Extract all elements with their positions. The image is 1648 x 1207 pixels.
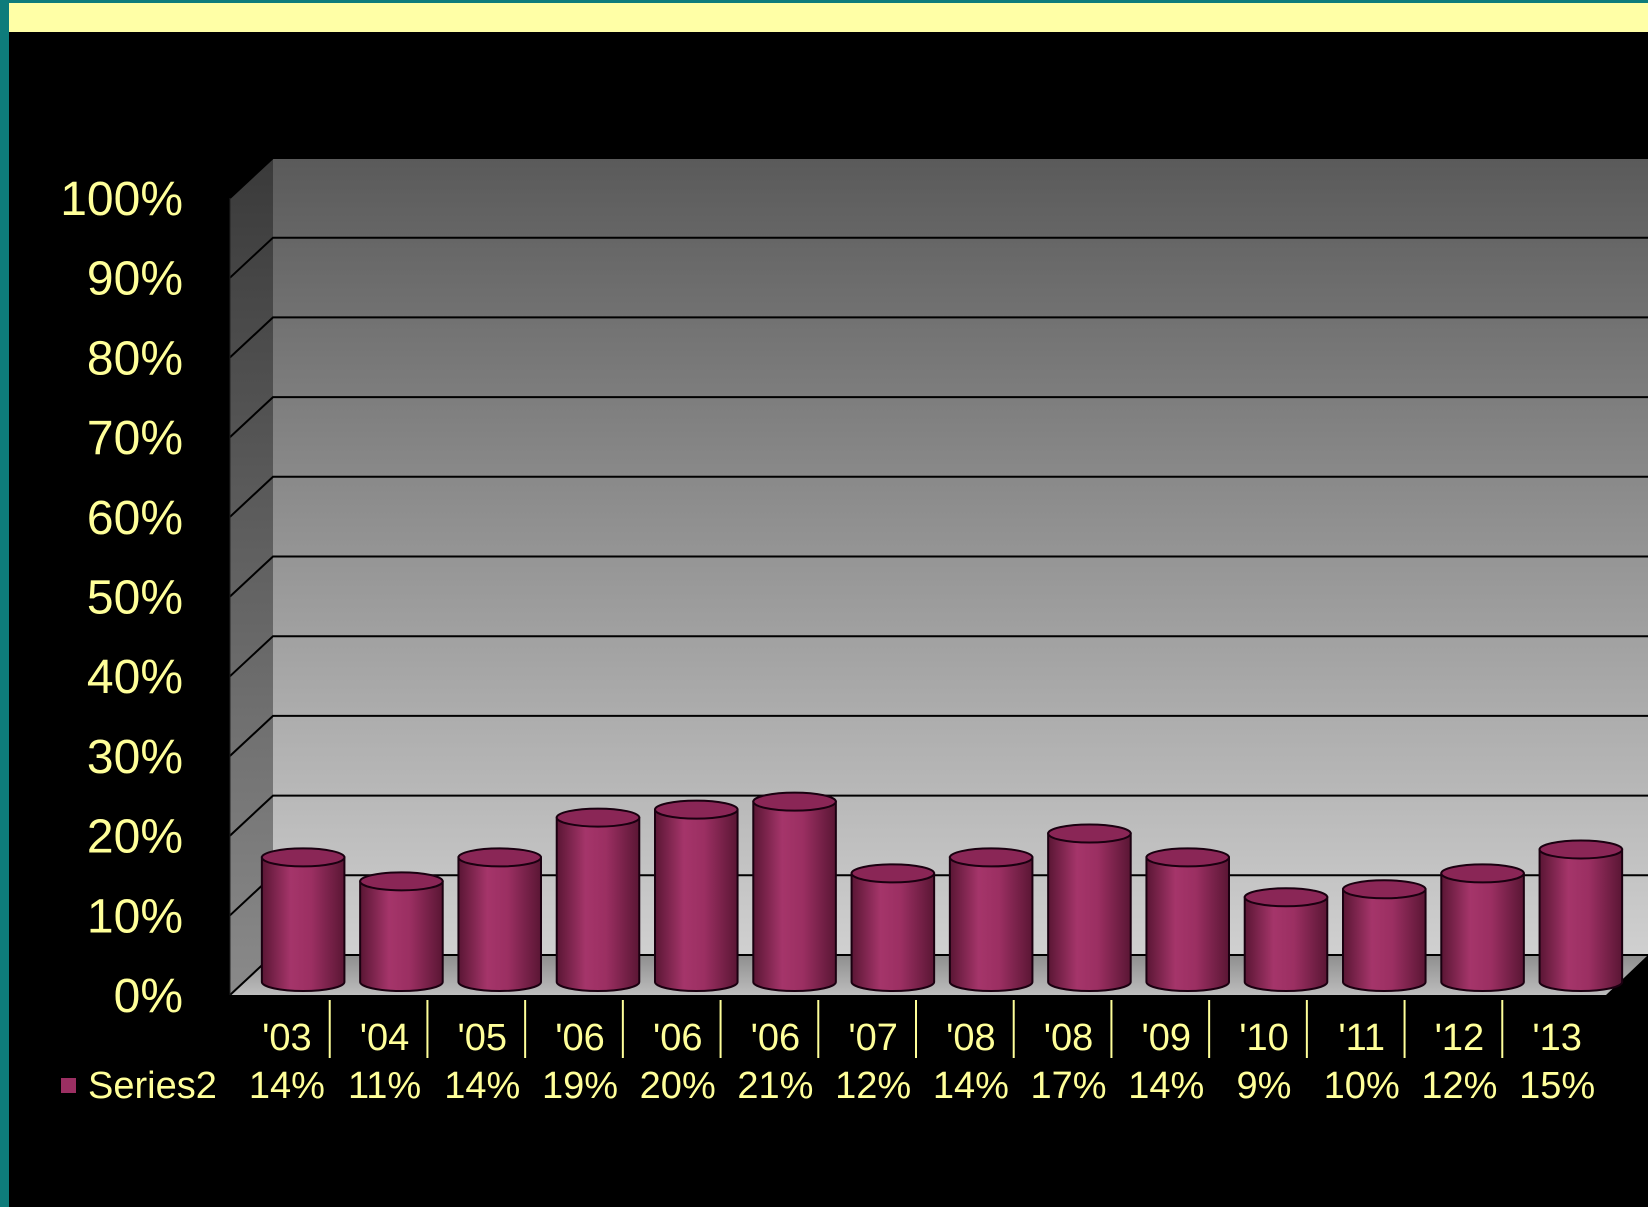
bar-top	[458, 848, 541, 866]
y-tick-label: 0%	[114, 970, 183, 1023]
bar-body	[262, 857, 345, 991]
bar	[557, 809, 640, 991]
x-tick-label: '12	[1435, 1017, 1485, 1059]
bar-top	[360, 872, 443, 890]
bar	[1343, 880, 1426, 991]
bar	[1146, 848, 1229, 991]
bar	[262, 848, 345, 991]
x-tick-label: '04	[360, 1017, 410, 1059]
bar	[458, 848, 541, 991]
bar-body	[655, 810, 738, 991]
bar	[1540, 840, 1623, 991]
value-label: 9%	[1237, 1065, 1292, 1107]
bar-top	[1245, 888, 1328, 906]
value-label: 21%	[737, 1065, 813, 1107]
bar-top	[1441, 864, 1524, 882]
y-tick-label: 40%	[87, 651, 183, 704]
legend: Series2	[61, 1065, 217, 1107]
plot-area	[230, 158, 1648, 995]
data-table: '03 '04 '05 '06 '06 '06 '07 '08 '08 '09 '10 '11 '12 '…	[61, 1000, 1595, 1107]
bar	[950, 848, 1033, 991]
bar	[852, 864, 935, 991]
bar-top	[1146, 848, 1229, 866]
bar	[1245, 888, 1328, 991]
y-tick-label: 60%	[87, 492, 183, 545]
bar-body	[1245, 897, 1328, 991]
bar	[1441, 864, 1524, 991]
y-tick-label: 10%	[87, 890, 183, 943]
x-tick-label: '08	[1044, 1017, 1094, 1059]
x-tick-label: '06	[653, 1017, 703, 1059]
value-labels: 14% 11% 14% 19% 20% 21% 12% 14% 17% 14% 9% 10% 12% 15…	[249, 1065, 1595, 1107]
y-axis: 0% 10% 20% 30% 40% 50% 60% 70% 80% 90% 100%	[60, 173, 183, 1023]
value-label: 15%	[1519, 1065, 1595, 1107]
bar-top	[753, 793, 836, 811]
bar-body	[1048, 834, 1131, 991]
x-tick-label: '13	[1532, 1017, 1582, 1059]
bar-top	[1540, 840, 1623, 858]
bar	[360, 872, 443, 991]
y-tick-label: 70%	[87, 412, 183, 465]
bar-body	[1343, 889, 1426, 991]
bar-body	[852, 873, 935, 991]
x-tick-label: '11	[1338, 1017, 1385, 1059]
x-tick-label: '09	[1142, 1017, 1192, 1059]
value-label: 19%	[542, 1065, 618, 1107]
y-tick-label: 100%	[60, 173, 183, 226]
x-tick-label: '06	[555, 1017, 605, 1059]
bar	[655, 801, 738, 991]
bar-body	[1540, 849, 1623, 991]
value-label: 20%	[640, 1065, 716, 1107]
bar-top	[557, 809, 640, 827]
bar-body	[458, 857, 541, 991]
bar-top	[852, 864, 935, 882]
y-tick-label: 90%	[87, 253, 183, 306]
value-label: 10%	[1324, 1065, 1400, 1107]
x-tick-label: '05	[458, 1017, 508, 1059]
bar	[753, 793, 836, 991]
bar-top	[655, 801, 738, 819]
x-tick-label: '10	[1239, 1017, 1289, 1059]
bar-top	[1048, 825, 1131, 843]
value-label: 11%	[348, 1065, 421, 1107]
value-label: 14%	[444, 1065, 520, 1107]
bar-body	[360, 881, 443, 991]
bar-top	[1343, 880, 1426, 898]
bar-body	[950, 857, 1033, 991]
bar-body	[1441, 873, 1524, 991]
x-axis-labels: '03 '04 '05 '06 '06 '06 '07 '08 '08 '09 '10 '11 '12 '…	[262, 1017, 1582, 1059]
y-tick-label: 50%	[87, 572, 183, 625]
x-tick-label: '03	[262, 1017, 312, 1059]
bar-body	[1146, 857, 1229, 991]
bar-top	[262, 848, 345, 866]
y-tick-label: 80%	[87, 332, 183, 385]
value-label: 17%	[1031, 1065, 1107, 1107]
legend-label: Series2	[88, 1065, 217, 1107]
bar-body	[753, 802, 836, 991]
x-tick-label: '08	[946, 1017, 996, 1059]
value-label: 14%	[249, 1065, 325, 1107]
value-label: 12%	[835, 1065, 911, 1107]
x-tick-label: '06	[751, 1017, 801, 1059]
legend-swatch	[61, 1078, 76, 1093]
y-tick-label: 30%	[87, 731, 183, 784]
bar	[1048, 825, 1131, 991]
value-label: 14%	[933, 1065, 1009, 1107]
value-label: 12%	[1421, 1065, 1497, 1107]
x-tick-label: '07	[848, 1017, 898, 1059]
value-label: 14%	[1128, 1065, 1204, 1107]
bar-body	[557, 818, 640, 991]
bar-top	[950, 848, 1033, 866]
y-tick-label: 20%	[87, 811, 183, 864]
